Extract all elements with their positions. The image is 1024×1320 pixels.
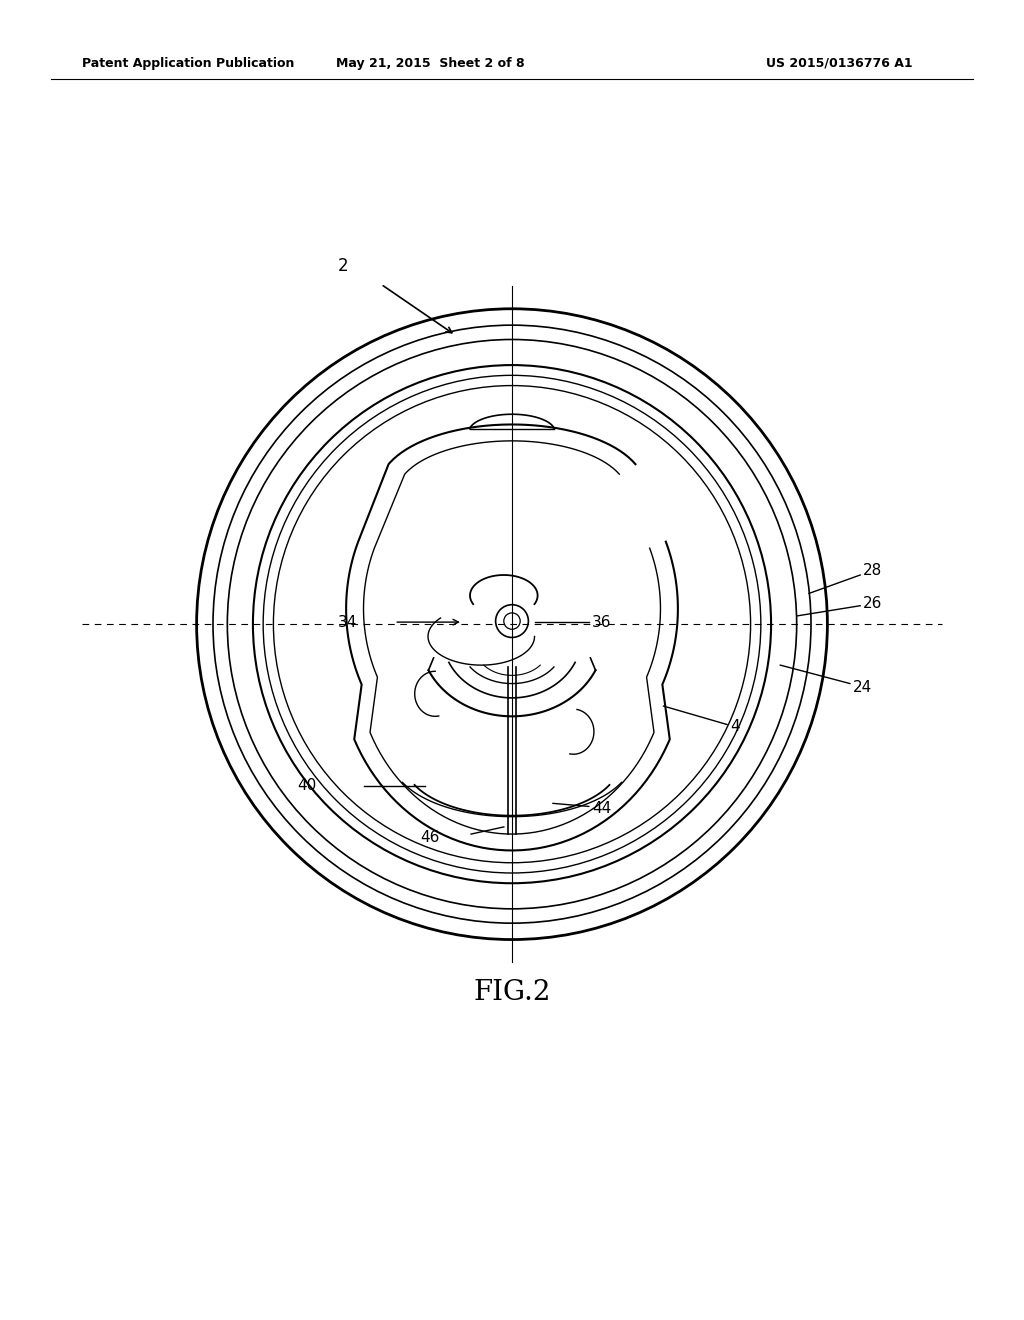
Text: 28: 28: [863, 564, 883, 578]
Text: 36: 36: [592, 615, 611, 630]
Text: 24: 24: [853, 680, 872, 696]
Text: 40: 40: [297, 779, 316, 793]
Text: 34: 34: [338, 615, 357, 630]
Text: FIG.2: FIG.2: [473, 979, 551, 1006]
Text: 44: 44: [592, 801, 611, 816]
Text: 4: 4: [730, 719, 739, 734]
Text: 26: 26: [863, 597, 883, 611]
Text: 46: 46: [420, 830, 439, 845]
Text: May 21, 2015  Sheet 2 of 8: May 21, 2015 Sheet 2 of 8: [336, 57, 524, 70]
Text: US 2015/0136776 A1: US 2015/0136776 A1: [766, 57, 913, 70]
Text: Patent Application Publication: Patent Application Publication: [82, 57, 294, 70]
Text: 2: 2: [338, 257, 348, 275]
